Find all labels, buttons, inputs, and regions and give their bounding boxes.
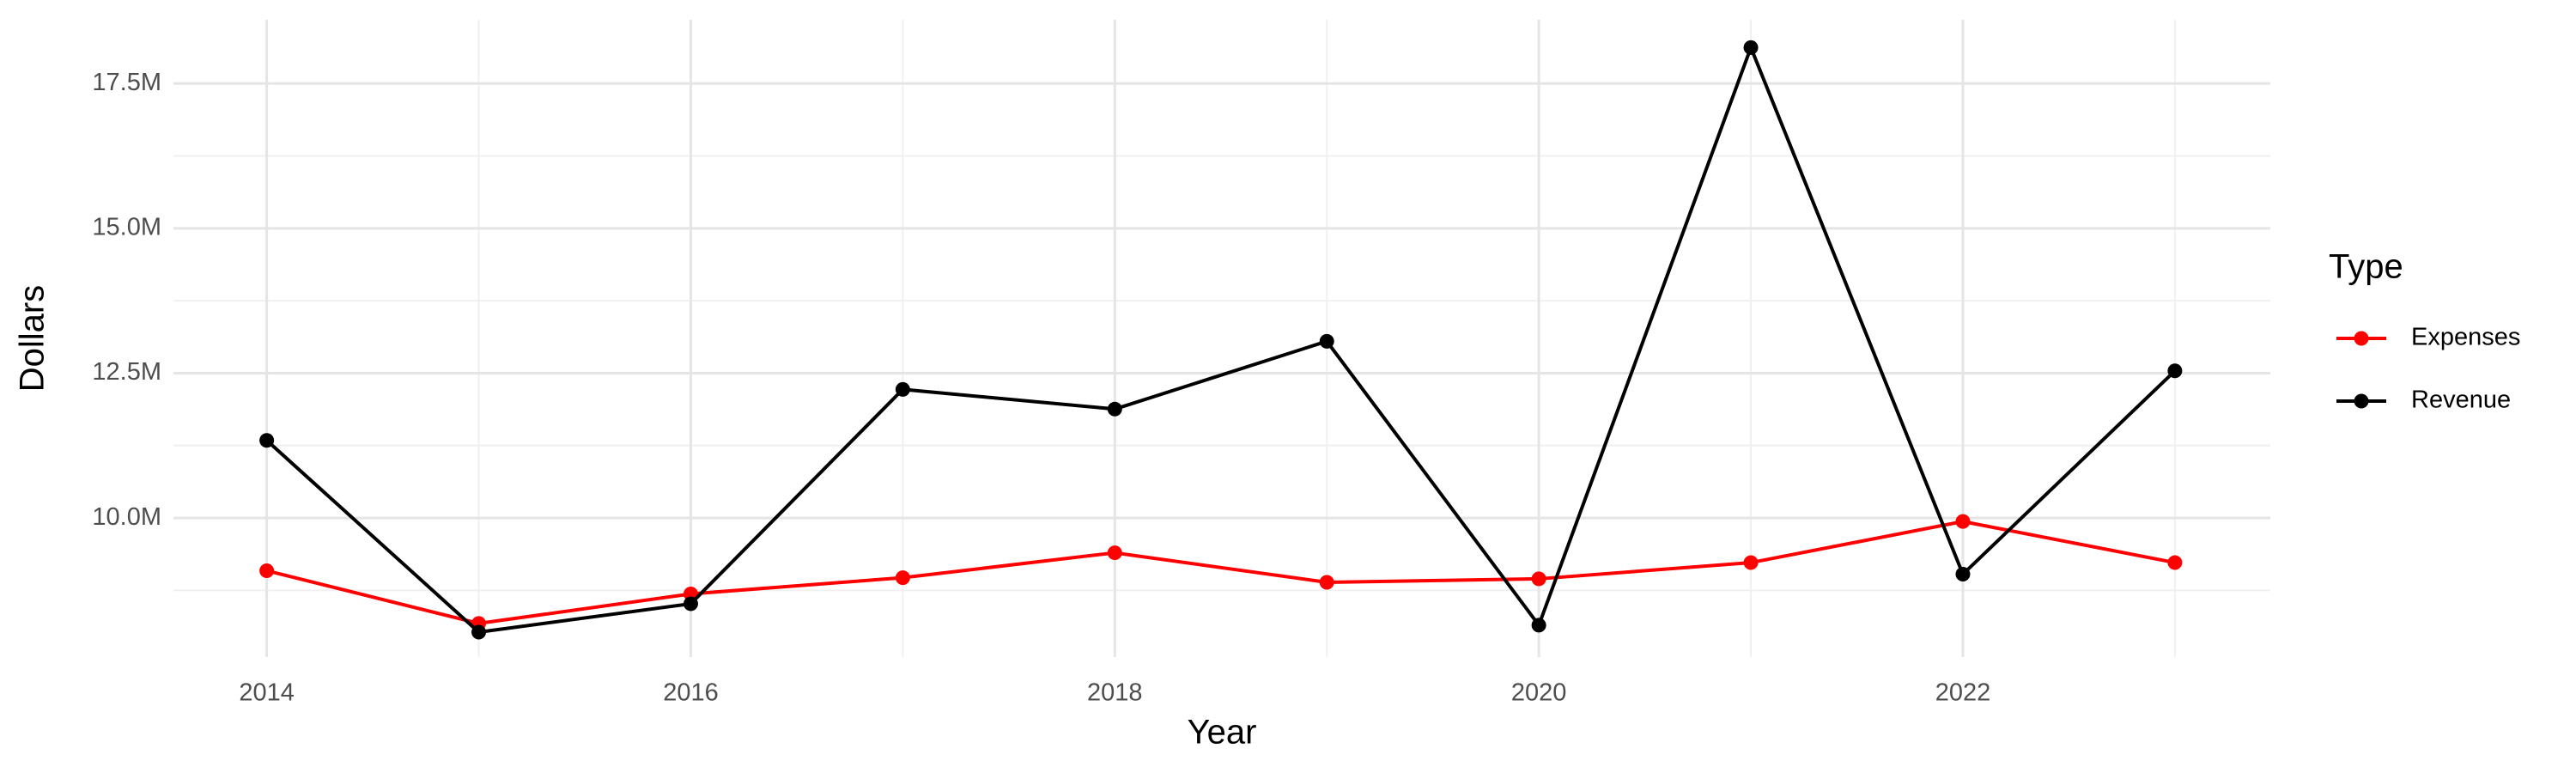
y-tick-label: 10.0M [92,503,161,531]
data-point [2167,555,2183,570]
x-tick-label: 2016 [663,679,719,707]
legend-label: Revenue [2411,386,2511,414]
data-point [1955,514,1971,529]
series-line [265,42,2177,635]
data-point [1743,40,1759,55]
data-point [1319,333,1334,349]
data-point [895,381,910,397]
y-tick-label: 12.5M [92,358,161,386]
data-point [1107,401,1122,417]
legend-marker [2354,393,2369,409]
data-point [1955,567,1971,582]
legend-title: Type [2329,248,2403,286]
data-point [1107,545,1122,561]
legend-label: Expenses [2411,324,2520,351]
x-tick-label: 2018 [1087,679,1143,707]
x-tick-label: 2014 [239,679,295,707]
data-point [895,570,910,586]
data-point [259,433,275,448]
y-tick-label: 15.0M [92,213,161,240]
data-point [1531,618,1546,633]
y-axis-title: Dollars [14,285,52,392]
data-point [1531,571,1546,587]
x-axis-title: Year [1188,714,1257,752]
legend-marker [2354,331,2369,346]
data-point [1319,575,1334,590]
data-point [683,596,698,612]
data-point [1743,555,1759,570]
y-tick-label: 17.5M [92,69,161,96]
data-point [2167,363,2183,379]
data-point [471,624,487,640]
data-point [259,563,275,578]
x-tick-label: 2022 [1935,679,1991,707]
series-line [266,520,2176,625]
x-tick-label: 2020 [1511,679,1567,707]
